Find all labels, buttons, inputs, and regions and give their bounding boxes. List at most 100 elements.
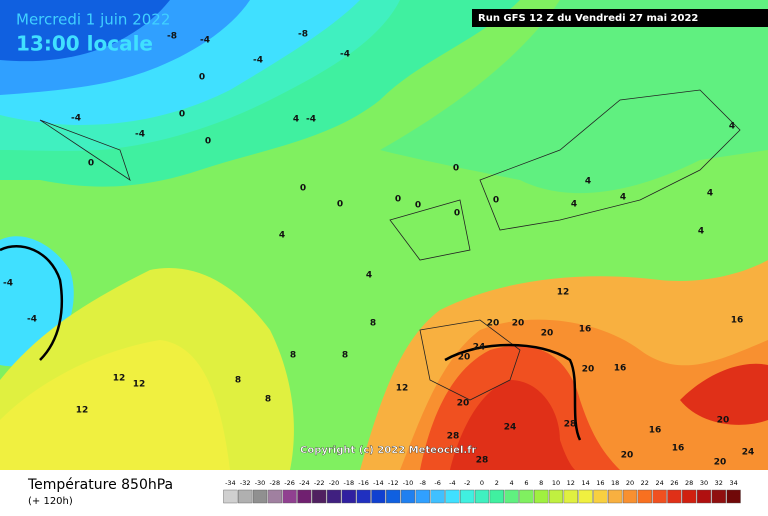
scale-label: 6	[524, 479, 528, 487]
scale-label: 2	[495, 479, 499, 487]
contour-label: 24	[742, 448, 755, 458]
contour-label: -4	[200, 36, 210, 46]
hot-core	[450, 380, 575, 470]
contour-label: 8	[370, 319, 376, 329]
contour-label: 4	[620, 193, 626, 203]
contour-label: 12	[557, 288, 570, 298]
contour-label: 20	[512, 319, 525, 329]
scale-label: -22	[314, 479, 325, 487]
contour-label: 16	[649, 426, 662, 436]
scale-swatch	[415, 489, 430, 504]
contour-label: 24	[473, 343, 486, 353]
scale-swatch	[519, 489, 534, 504]
scale-label: -28	[269, 479, 280, 487]
contour-label: 20	[487, 319, 500, 329]
contour-label: 8	[265, 395, 271, 405]
scale-swatch	[371, 489, 386, 504]
map	[0, 0, 768, 470]
contour-label: -4	[253, 56, 263, 66]
contour-label: 0	[300, 184, 306, 194]
yellow-core	[0, 340, 230, 470]
scale-label: 16	[596, 479, 604, 487]
contour-label: 16	[731, 316, 744, 326]
contour-label: 0	[493, 196, 499, 206]
scale-swatch	[430, 489, 445, 504]
scale-swatch	[622, 489, 638, 504]
contour-label: 4	[707, 189, 713, 199]
scale-label: 12	[567, 479, 575, 487]
contour-label: 12	[396, 384, 409, 394]
scale-label: 24	[655, 479, 663, 487]
scale-label: 28	[685, 479, 693, 487]
run-box	[472, 9, 768, 27]
contour-label: 0	[179, 110, 185, 120]
scale-swatch	[312, 489, 327, 504]
scale-swatch	[341, 489, 356, 504]
scale-label: -20	[329, 479, 340, 487]
scale-label: 20	[626, 479, 634, 487]
contour-label: 12	[113, 374, 126, 384]
contour-label: 4	[366, 271, 372, 281]
scale-label: -32	[240, 479, 251, 487]
east-hot-area	[680, 363, 768, 425]
contour-label: 0	[453, 164, 459, 174]
contour-label: 28	[447, 432, 460, 442]
contour-label: 28	[476, 456, 489, 466]
scale-label: -34	[225, 479, 236, 487]
contour-label: -4	[71, 114, 81, 124]
color-scale: -34 -32 -30 -28 -26 -24 -22 -20 -18 -16 -14 -12 -10-…	[223, 479, 741, 504]
contour-label: 8	[235, 376, 241, 386]
scale-swatch	[282, 489, 297, 504]
contour-label: 4	[729, 122, 735, 132]
contour-labels: -8 -4 -8 -4 -4 0 0 -4 0 -4 4 -4 0 0 0 0 0 0 4 4 4 4 4 4 4 4 0 0 -4 -4…	[3, 30, 754, 468]
scale-label: 34	[729, 479, 737, 487]
contour-label: 12	[76, 406, 89, 416]
scale-label: 30	[700, 479, 708, 487]
scale-label: 14	[581, 479, 589, 487]
scale-label: -2	[464, 479, 470, 487]
contour-label: 16	[614, 364, 627, 374]
contour-label: 4	[585, 177, 591, 187]
contour-label: 4	[279, 231, 285, 241]
scale-label: -30	[255, 479, 266, 487]
contour-label: 0	[454, 209, 460, 219]
footer-lead: (+ 120h)	[28, 496, 73, 507]
scale-swatch	[400, 489, 416, 504]
scale-swatch	[267, 489, 282, 504]
scale-swatch	[548, 489, 564, 504]
scale-swatch	[696, 489, 712, 504]
footer-title: Température 850hPa	[27, 477, 173, 493]
scale-label: 32	[715, 479, 723, 487]
scale-swatch	[608, 489, 623, 504]
contour-label: -4	[3, 279, 13, 289]
contour-label: 0	[205, 137, 211, 147]
scale-swatch	[667, 489, 682, 504]
contour-label: 0	[88, 159, 94, 169]
scale-swatch	[637, 489, 652, 504]
contour-label: -4	[27, 315, 37, 325]
contour-label: 4	[293, 115, 299, 125]
date-label: Mercredi 1 juin 2022	[16, 11, 170, 29]
contour-label: 20	[717, 416, 730, 426]
coastlines	[39, 89, 741, 401]
scale-swatch	[534, 489, 549, 504]
scale-swatch	[489, 489, 504, 504]
contour-label: 0	[199, 73, 205, 83]
contour-label: 0	[337, 200, 343, 210]
scale-label: 26	[670, 479, 678, 487]
scale-swatch	[593, 489, 608, 504]
scale-label: -26	[284, 479, 295, 487]
scale-label: -10	[403, 479, 414, 487]
scale-swatch	[726, 489, 741, 504]
scale-label: -4	[449, 479, 455, 487]
contour-label: 24	[504, 423, 517, 433]
scale-label: 22	[641, 479, 649, 487]
scale-swatch	[445, 489, 460, 504]
contour-label: 4	[571, 200, 577, 210]
contour-label: 4	[698, 227, 704, 237]
scale-swatch	[223, 489, 238, 504]
contour-label: 20	[541, 329, 554, 339]
scale-label: -14	[373, 479, 384, 487]
north-green	[380, 0, 768, 194]
